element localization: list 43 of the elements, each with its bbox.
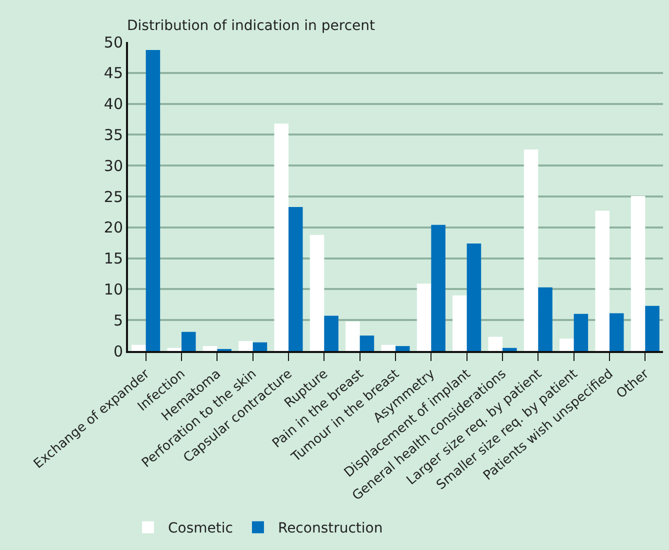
- bar: [416, 284, 432, 351]
- bar: [132, 344, 146, 351]
- bar: [310, 234, 324, 351]
- y-tick-label: 20: [104, 218, 123, 237]
- bar: [396, 346, 410, 351]
- bar: [466, 243, 482, 351]
- bar: [252, 342, 268, 351]
- legend-label: Reconstruction: [278, 520, 383, 537]
- y-tick-label: 25: [104, 188, 123, 206]
- bar: [182, 332, 196, 351]
- y-tick-label: 40: [104, 95, 123, 114]
- chart-title: Distribution of indication in percent: [127, 18, 376, 34]
- y-tick-label: 50: [104, 33, 123, 52]
- y-tick-label: 30: [104, 156, 123, 175]
- bar: [360, 336, 374, 351]
- y-tick-label: 35: [104, 126, 123, 144]
- y-tick-label: 0: [113, 342, 123, 360]
- bar: [146, 50, 160, 351]
- bar: [538, 287, 552, 351]
- bar: [431, 224, 446, 351]
- bar: [324, 316, 338, 351]
- y-tick-label: 45: [104, 64, 123, 82]
- bar: [574, 314, 588, 351]
- legend-label: Cosmetic: [168, 520, 233, 537]
- bar: [346, 321, 360, 351]
- bar: [610, 313, 624, 351]
- bar: [595, 210, 610, 351]
- bar: [645, 306, 660, 351]
- y-tick-label: 15: [104, 250, 123, 268]
- bar: [202, 346, 218, 351]
- bar: [381, 344, 396, 351]
- bar: [452, 295, 467, 351]
- bar: [502, 348, 517, 351]
- bar: [288, 207, 303, 351]
- y-tick-label: 5: [113, 311, 123, 330]
- bar: [560, 338, 574, 351]
- bar: [488, 336, 502, 351]
- y-tick-label: 10: [104, 280, 123, 298]
- bar: [167, 348, 182, 351]
- bar: [630, 196, 646, 351]
- bar: [238, 341, 253, 351]
- bar: [274, 124, 288, 351]
- bar: [524, 150, 538, 351]
